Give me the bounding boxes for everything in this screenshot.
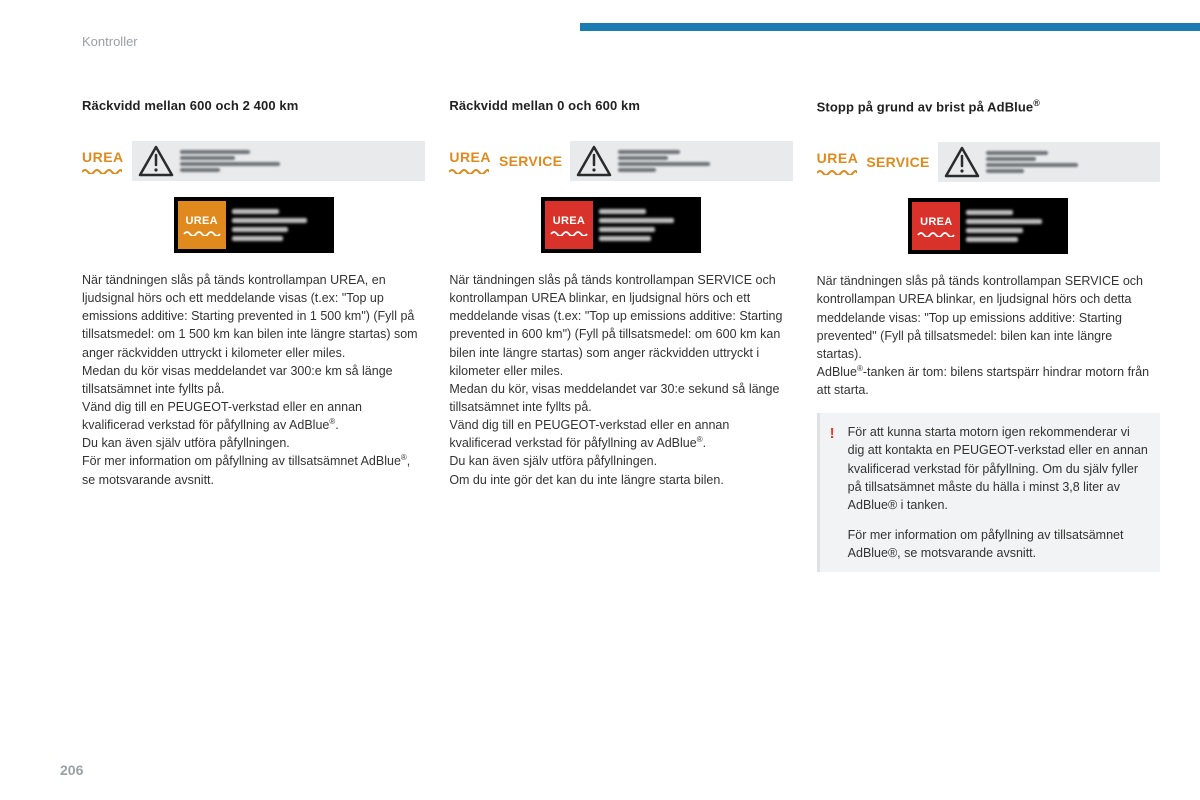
urea-wave-icon [817,169,859,175]
column-title: Stopp på grund av brist på AdBlue® [817,98,1160,114]
warning-blurred-text [180,150,280,172]
body-text: När tändningen slås på tänds kontrollamp… [817,272,1160,399]
column-range-0-600: Räckvidd mellan 0 och 600 km UREA SERVIC… [449,98,792,572]
badge-label: UREA [553,215,585,227]
section-label: Kontroller [82,34,138,49]
exclamation-icon: ! [830,423,835,445]
urea-label: UREA [817,150,859,166]
urea-indicator: UREA [82,149,124,174]
display-blurred-text [599,201,697,249]
column-title: Räckvidd mellan 600 och 2 400 km [82,98,425,113]
badge-label: UREA [920,216,952,228]
display-blurred-text [966,202,1064,250]
urea-indicator: UREA [817,150,859,175]
column-stop-adblue-empty: Stopp på grund av brist på AdBlue® UREA … [817,98,1160,572]
warning-triangle-icon [576,145,612,177]
urea-label: UREA [449,149,491,165]
badge-wave-icon [916,230,956,237]
callout-text-2: För mer information om påfyllning av til… [848,526,1148,562]
warning-blurred-text [618,150,710,172]
urea-badge-red: UREA [912,202,960,250]
indicator-row: UREA SERVICE [817,142,1160,182]
warning-message-box [570,141,792,181]
display-blurred-text [232,201,330,249]
warning-blurred-text [986,151,1078,173]
warning-message-box [938,142,1160,182]
warning-triangle-icon [944,146,980,178]
page-number: 206 [60,762,83,778]
warning-message-box [132,141,426,181]
header-accent-bar [580,23,1200,31]
column-range-600-2400: Räckvidd mellan 600 och 2 400 km UREA [82,98,425,572]
column-title: Räckvidd mellan 0 och 600 km [449,98,792,113]
urea-badge-orange: UREA [178,201,226,249]
urea-label: UREA [82,149,124,165]
badge-label: UREA [185,215,217,227]
warning-triangle-icon [138,145,174,177]
important-callout: ! För att kunna starta motorn igen rekom… [817,413,1160,572]
body-text: När tändningen slås på tänds kontrollamp… [449,271,792,489]
registered-symbol: ® [1033,98,1040,108]
service-label: SERVICE [866,155,929,169]
urea-wave-icon [82,168,124,174]
main-content: Räckvidd mellan 600 och 2 400 km UREA [82,98,1160,572]
title-text: Stopp på grund av brist på AdBlue [817,99,1034,114]
dashboard-display: UREA [541,197,701,253]
indicator-row: UREA [82,141,425,181]
urea-badge-red: UREA [545,201,593,249]
indicator-row: UREA SERVICE [449,141,792,181]
badge-wave-icon [549,229,589,236]
callout-text-1: För att kunna starta motorn igen rekomme… [848,423,1148,514]
badge-wave-icon [182,229,222,236]
urea-wave-icon [449,168,491,174]
service-label: SERVICE [499,154,562,168]
dashboard-display: UREA [908,198,1068,254]
urea-indicator: UREA [449,149,491,174]
dashboard-display: UREA [174,197,334,253]
body-text: När tändningen slås på tänds kontrollamp… [82,271,425,489]
